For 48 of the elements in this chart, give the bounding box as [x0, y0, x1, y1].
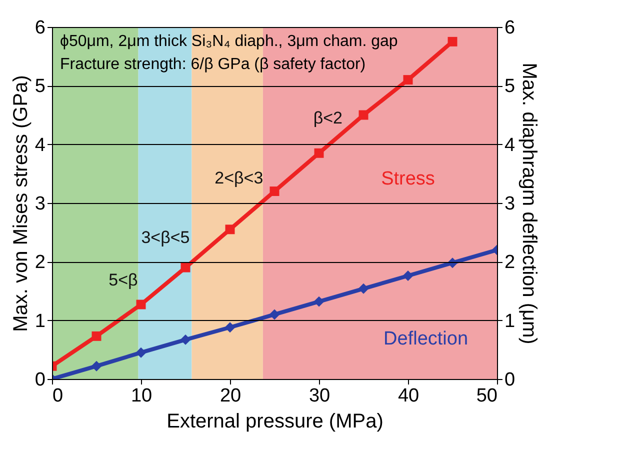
y2-axis-title: Max. diaphragm deflection (μm) [518, 62, 540, 344]
band-label: 5<β [108, 270, 138, 290]
text: Deflection [384, 328, 468, 350]
point [358, 283, 369, 294]
y-tick-label: 5 [34, 76, 46, 98]
point [314, 296, 324, 307]
point [180, 262, 190, 272]
x-tick-label: 20 [220, 386, 242, 406]
point [136, 300, 146, 310]
x-tick-label: 50 [476, 386, 498, 406]
point [358, 110, 368, 120]
y-tick-label: 2 [34, 252, 46, 274]
point [269, 309, 280, 320]
annotation: Fracture strength: 6/β GPa (β safety factor) [60, 56, 366, 73]
y-tick-label: 4 [34, 134, 46, 156]
y2-tick-label: 2 [504, 252, 516, 274]
point [225, 224, 235, 234]
y2-tick-label: 0 [504, 370, 516, 390]
x-tick-label: 40 [398, 386, 420, 406]
y-tick-label: 0 [34, 370, 46, 390]
band-label: β<2 [313, 108, 342, 128]
y-axis-title: Max. von Mises stress (GPa) [10, 75, 32, 332]
annotation: ϕ50μm, 2μm thick Si₃N₄ diaph., 3μm cham. gap [60, 33, 398, 50]
point [402, 270, 414, 281]
point [92, 331, 102, 341]
x-tick-label: 0 [52, 386, 64, 406]
y-tick-label: 6 [34, 18, 46, 38]
y-tick-label: 1 [34, 310, 46, 332]
text: Stress [381, 168, 435, 190]
y2-tick-label: 1 [504, 310, 516, 332]
point [91, 360, 102, 372]
x-tick-label: 30 [308, 386, 330, 406]
point [224, 322, 236, 333]
point [136, 347, 146, 358]
band-label: 2<β<3 [214, 168, 264, 188]
band-label: 3<β<5 [141, 228, 190, 248]
x-axis-title: External pressure (MPa) [166, 410, 384, 432]
point [314, 148, 324, 158]
y2-tick-label: 3 [504, 194, 516, 214]
point [270, 186, 280, 196]
point [180, 334, 191, 345]
y-tick-label: 3 [34, 194, 46, 214]
y2-tick-label: 6 [504, 18, 516, 38]
point [448, 36, 458, 46]
point [403, 75, 413, 85]
y2-tick-label: 4 [504, 134, 516, 156]
x-tick-label: 10 [130, 386, 152, 406]
y2-tick-label: 5 [504, 76, 516, 98]
